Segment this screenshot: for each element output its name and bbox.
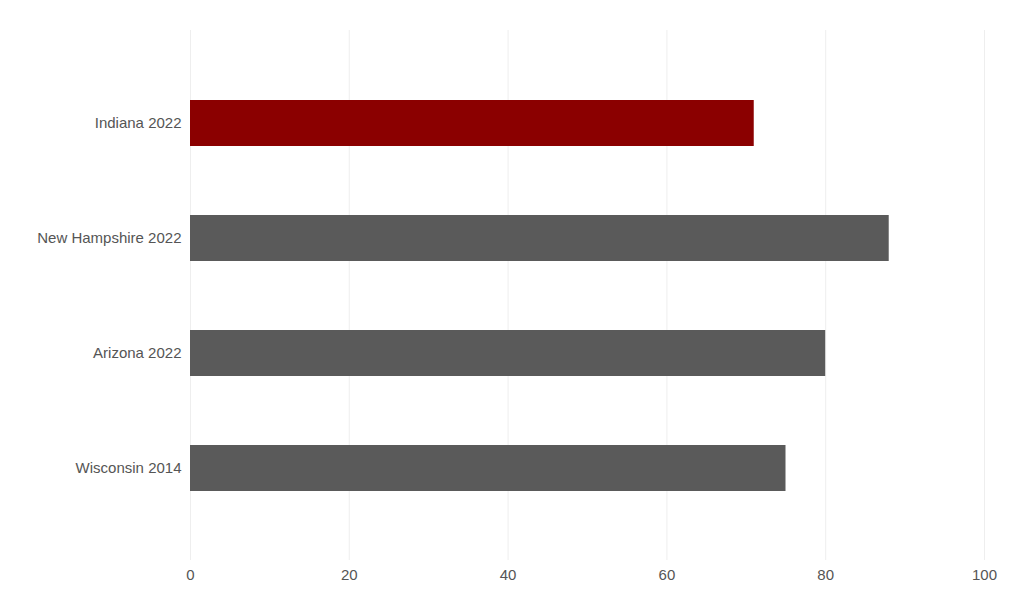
svg-text:New Hampshire 2022: New Hampshire 2022	[37, 229, 181, 246]
svg-text:100: 100	[972, 566, 997, 583]
svg-text:Arizona 2022: Arizona 2022	[93, 344, 181, 361]
svg-text:80: 80	[817, 566, 834, 583]
svg-text:40: 40	[500, 566, 517, 583]
svg-text:Wisconsin 2014: Wisconsin 2014	[76, 459, 182, 476]
svg-text:Indiana 2022: Indiana 2022	[95, 114, 182, 131]
svg-text:0: 0	[186, 566, 194, 583]
svg-text:60: 60	[659, 566, 676, 583]
svg-text:20: 20	[341, 566, 358, 583]
